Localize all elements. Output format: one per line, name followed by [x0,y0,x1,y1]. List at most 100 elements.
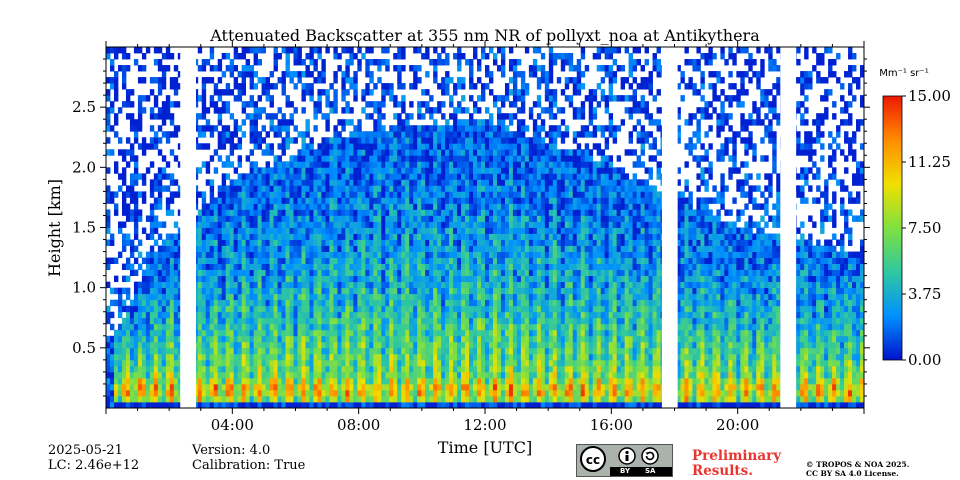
heatmap-cell [401,347,406,355]
heatmap-cell [149,305,155,313]
heatmap-cell [504,251,510,258]
heatmap-cell [405,341,410,349]
heatmap-cell [504,89,510,96]
heatmap-cell [305,311,310,319]
heatmap-cell [377,287,382,295]
heatmap-cell [504,209,510,216]
heatmap-cell [313,347,318,355]
heatmap-cell [169,311,175,319]
heatmap-cell [369,221,374,228]
heatmap-cell [457,263,462,271]
heatmap-cell [113,71,119,78]
heatmap-cell [221,179,227,186]
heatmap-cell [321,383,326,391]
heatmap-cell [217,269,223,277]
heatmap-cell [500,257,506,264]
heatmap-cell [421,203,426,210]
heatmap-cell [297,161,302,168]
heatmap-cell [409,317,414,325]
heatmap-cell [149,293,155,301]
heatmap-cell [477,149,482,156]
heatmap-cell [465,263,470,271]
heatmap-cell [253,389,258,397]
heatmap-cell [109,395,115,403]
heatmap-cell [297,179,302,186]
heatmap-cell [317,167,322,174]
heatmap-cell [277,245,282,252]
heatmap-cell [377,209,382,216]
heatmap-cell [381,227,386,234]
heatmap-cell [433,341,438,349]
heatmap-cell [289,161,294,168]
heatmap-cell [397,101,402,108]
heatmap-cell [397,233,402,240]
heatmap-cell [277,155,282,162]
heatmap-cell [381,293,386,301]
heatmap-cell [369,275,374,283]
heatmap-cell [113,383,119,391]
heatmap-cell [397,161,402,168]
heatmap-cell [377,221,382,228]
heatmap-cell [321,209,326,216]
heatmap-cell [477,137,482,144]
heatmap-cell [113,287,119,295]
heatmap-cell [257,275,262,283]
heatmap-cell [205,401,211,408]
heatmap-cell [169,233,175,240]
heatmap-cell [321,203,326,210]
heatmap-cell [481,353,486,361]
heatmap-cell [425,131,430,138]
heatmap-cell [500,173,506,180]
heatmap-cell [241,395,247,403]
heatmap-cell [133,197,139,204]
heatmap-cell [389,125,394,132]
heatmap-cell [385,197,390,204]
heatmap-cell [405,401,410,408]
heatmap-cell [305,221,310,228]
heatmap-cell [485,185,490,192]
heatmap-cell [425,227,430,234]
heatmap-cell [245,359,251,367]
heatmap-cell [361,275,366,283]
heatmap-cell [361,107,366,114]
heatmap-cell [453,89,458,96]
heatmap-cell [121,395,127,403]
heatmap-cell [429,197,434,204]
heatmap-cell [241,215,247,222]
heatmap-cell [473,395,478,403]
heatmap-cell [161,353,167,361]
heatmap-cell [217,89,223,96]
heatmap-cell [433,245,438,252]
heatmap-cell [305,335,310,343]
heatmap-cell [257,137,262,144]
heatmap-cell [265,251,270,258]
heatmap-cell [121,341,127,349]
heatmap-cell [305,281,310,289]
heatmap-cell [385,143,390,150]
heatmap-cell [129,377,135,385]
heatmap-cell [333,293,338,301]
heatmap-cell [409,335,414,343]
heatmap-cell [437,53,442,60]
heatmap-cell [397,203,402,210]
heatmap-cell [277,257,282,264]
heatmap-cell [141,191,147,198]
heatmap-cell [313,257,318,264]
heatmap-cell [449,401,454,408]
heatmap-cell [173,125,179,132]
heatmap-cell [492,161,498,168]
heatmap-cell [169,257,175,264]
heatmap-cell [329,275,334,283]
heatmap-cell [429,227,434,234]
heatmap-cell [269,245,274,252]
heatmap-cell [381,251,386,258]
heatmap-cell [457,377,462,385]
heatmap-cell [289,389,294,397]
heatmap-cell [106,167,111,174]
heatmap-cell [512,395,518,403]
heatmap-cell [297,353,302,361]
heatmap-cell [341,329,346,337]
heatmap-cell [349,227,354,234]
heatmap-cell [109,401,115,408]
heatmap-cell [461,161,466,168]
